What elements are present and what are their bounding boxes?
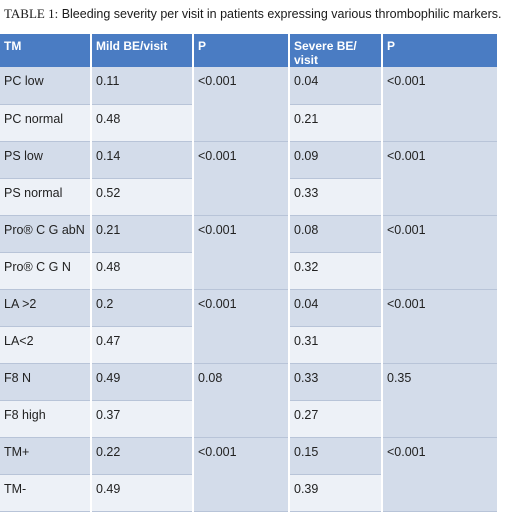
- cell-tm: Pro® C G N: [0, 252, 91, 289]
- cell-p-mild: <0.001: [193, 437, 289, 511]
- table-row: PC low0.11<0.0010.04<0.001: [0, 67, 498, 104]
- cell-p-mild: 0.08: [193, 363, 289, 437]
- cell-severe: 0.04: [289, 67, 382, 104]
- table-row: TM+0.22<0.0010.15<0.001: [0, 437, 498, 474]
- cell-severe: 0.27: [289, 400, 382, 437]
- cell-mild: 0.37: [91, 400, 193, 437]
- cell-mild: 0.11: [91, 67, 193, 104]
- cell-mild: 0.21: [91, 215, 193, 252]
- cell-severe: 0.15: [289, 437, 382, 474]
- cell-mild: 0.14: [91, 141, 193, 178]
- caption-label: TABLE 1:: [4, 6, 58, 21]
- caption-text: Bleeding severity per visit in patients …: [62, 7, 502, 21]
- cell-tm: F8 high: [0, 400, 91, 437]
- cell-mild: 0.49: [91, 474, 193, 511]
- cell-tm: PC normal: [0, 104, 91, 141]
- cell-mild: 0.2: [91, 289, 193, 326]
- cell-mild: 0.47: [91, 326, 193, 363]
- cell-p-severe: <0.001: [382, 141, 498, 215]
- bleeding-severity-table: TM Mild BE/visit P Severe BE/ visit P PC…: [0, 34, 499, 512]
- cell-tm: PS low: [0, 141, 91, 178]
- cell-severe: 0.39: [289, 474, 382, 511]
- cell-p-mild: <0.001: [193, 67, 289, 141]
- cell-severe: 0.31: [289, 326, 382, 363]
- table-row: F8 N0.490.080.330.35: [0, 363, 498, 400]
- cell-p-mild: <0.001: [193, 289, 289, 363]
- cell-severe: 0.21: [289, 104, 382, 141]
- cell-severe: 0.33: [289, 178, 382, 215]
- cell-severe: 0.09: [289, 141, 382, 178]
- cell-mild: 0.48: [91, 252, 193, 289]
- cell-mild: 0.22: [91, 437, 193, 474]
- table-row: PS low0.14<0.0010.09<0.001: [0, 141, 498, 178]
- cell-p-severe: <0.001: [382, 437, 498, 511]
- cell-severe: 0.32: [289, 252, 382, 289]
- cell-tm: LA<2: [0, 326, 91, 363]
- cell-tm: TM-: [0, 474, 91, 511]
- header-severe: Severe BE/ visit: [289, 34, 382, 67]
- header-mild: Mild BE/visit: [91, 34, 193, 67]
- cell-severe: 0.08: [289, 215, 382, 252]
- cell-p-severe: <0.001: [382, 215, 498, 289]
- header-tm: TM: [0, 34, 91, 67]
- cell-p-mild: <0.001: [193, 141, 289, 215]
- cell-p-mild: <0.001: [193, 215, 289, 289]
- table-caption: TABLE 1: Bleeding severity per visit in …: [4, 6, 501, 22]
- cell-tm: LA >2: [0, 289, 91, 326]
- cell-tm: PC low: [0, 67, 91, 104]
- cell-severe: 0.33: [289, 363, 382, 400]
- cell-mild: 0.48: [91, 104, 193, 141]
- cell-tm: TM+: [0, 437, 91, 474]
- table-row: LA >20.2<0.0010.04<0.001: [0, 289, 498, 326]
- table-body: PC low0.11<0.0010.04<0.001PC normal0.480…: [0, 67, 498, 511]
- cell-mild: 0.52: [91, 178, 193, 215]
- cell-mild: 0.49: [91, 363, 193, 400]
- cell-tm: F8 N: [0, 363, 91, 400]
- header-p-severe: P: [382, 34, 498, 67]
- header-row: TM Mild BE/visit P Severe BE/ visit P: [0, 34, 498, 67]
- cell-tm: Pro® C G abN: [0, 215, 91, 252]
- cell-tm: PS normal: [0, 178, 91, 215]
- cell-p-severe: <0.001: [382, 67, 498, 141]
- table-row: Pro® C G abN0.21<0.0010.08<0.001: [0, 215, 498, 252]
- cell-p-severe: <0.001: [382, 289, 498, 363]
- cell-p-severe: 0.35: [382, 363, 498, 437]
- cell-severe: 0.04: [289, 289, 382, 326]
- header-p-mild: P: [193, 34, 289, 67]
